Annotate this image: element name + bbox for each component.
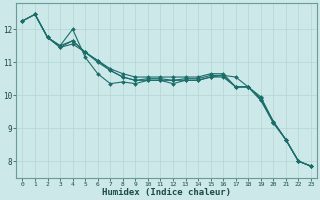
X-axis label: Humidex (Indice chaleur): Humidex (Indice chaleur) — [102, 188, 231, 197]
